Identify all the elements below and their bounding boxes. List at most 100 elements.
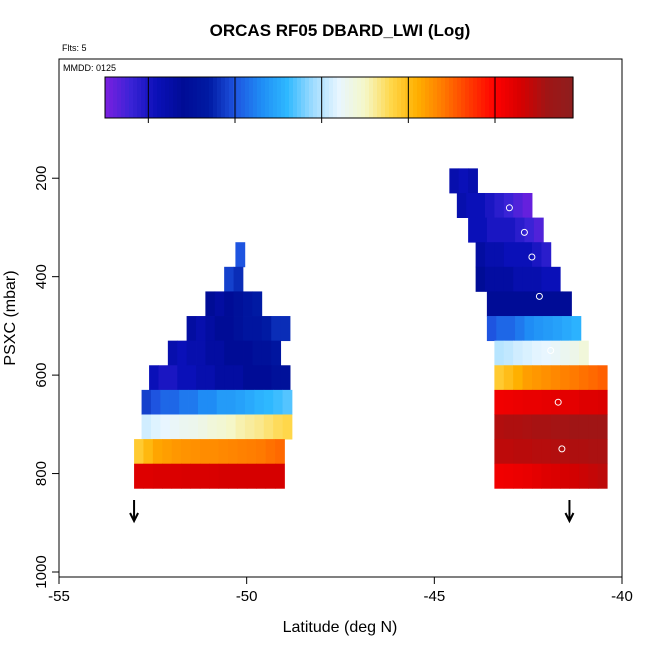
data-cell bbox=[242, 291, 253, 317]
data-cell bbox=[205, 316, 216, 342]
data-cell bbox=[505, 316, 516, 342]
data-cell bbox=[569, 439, 580, 465]
data-cell bbox=[265, 463, 276, 489]
marker-circle bbox=[547, 347, 555, 354]
colorbar-swatch bbox=[413, 77, 418, 118]
colorbar-swatch bbox=[537, 77, 542, 118]
data-cell bbox=[186, 365, 197, 391]
colorbar-swatch bbox=[429, 77, 434, 118]
data-cell bbox=[216, 389, 227, 415]
data-cell bbox=[513, 463, 523, 489]
colorbar-swatch bbox=[425, 77, 430, 118]
data-cell bbox=[256, 439, 267, 465]
data-cell bbox=[199, 439, 210, 465]
data-cell bbox=[496, 217, 507, 243]
data-cell bbox=[205, 340, 216, 366]
colorbar-swatch bbox=[441, 77, 446, 118]
colorbar-swatch bbox=[293, 77, 298, 118]
data-cell bbox=[578, 365, 589, 391]
y-tick-label: 600 bbox=[33, 363, 50, 388]
data-cell bbox=[261, 316, 272, 342]
data-cell bbox=[158, 365, 169, 391]
data-cell bbox=[177, 365, 188, 391]
colorbar-swatch bbox=[445, 77, 450, 118]
colorbar-swatch bbox=[269, 77, 274, 118]
colorbar-swatch bbox=[225, 77, 230, 118]
data-cell bbox=[578, 414, 589, 440]
data-cell bbox=[207, 414, 218, 440]
data-cell bbox=[541, 242, 552, 268]
data-cell bbox=[543, 291, 554, 317]
colorbar-swatch bbox=[181, 77, 186, 118]
colorbar-swatch bbox=[437, 77, 442, 118]
data-cell bbox=[228, 463, 238, 489]
data-cell bbox=[503, 242, 514, 268]
data-cell bbox=[224, 316, 235, 342]
data-cell bbox=[167, 340, 178, 366]
data-cell bbox=[550, 266, 561, 292]
colorbar-swatch bbox=[149, 77, 154, 118]
data-cell bbox=[150, 389, 161, 415]
data-cell bbox=[177, 340, 188, 366]
colorbar-swatch bbox=[489, 77, 494, 118]
colorbar-swatch bbox=[389, 77, 394, 118]
data-cell bbox=[597, 389, 608, 415]
colorbar-swatch bbox=[345, 77, 350, 118]
data-cell bbox=[569, 414, 580, 440]
data-cell bbox=[134, 439, 144, 465]
colorbar-swatch bbox=[173, 77, 178, 118]
colorbar-swatch bbox=[217, 77, 222, 118]
marker-circle bbox=[535, 292, 543, 300]
colorbar-swatch bbox=[193, 77, 198, 118]
data-cell bbox=[143, 463, 154, 489]
data-cell bbox=[280, 316, 291, 342]
colorbar-swatch bbox=[541, 77, 546, 118]
colorbar-swatch bbox=[461, 77, 466, 118]
data-cell bbox=[532, 266, 542, 292]
y-tick-label: 200 bbox=[33, 166, 50, 191]
flts-label: Flts: 5 bbox=[62, 43, 87, 53]
data-cell bbox=[571, 316, 582, 342]
colorbar-swatch bbox=[561, 77, 566, 118]
data-cell bbox=[218, 463, 229, 489]
data-cell bbox=[541, 414, 552, 440]
marker-circle bbox=[520, 228, 528, 236]
data-cell bbox=[224, 291, 234, 317]
data-cell bbox=[188, 414, 199, 440]
marker-circle bbox=[554, 398, 562, 406]
data-cell bbox=[199, 463, 210, 489]
colorbar-swatch bbox=[133, 77, 138, 118]
data-cell bbox=[233, 316, 244, 342]
data-cell bbox=[588, 365, 599, 391]
data-cell bbox=[513, 266, 524, 292]
data-cell bbox=[228, 439, 238, 465]
data-cell bbox=[531, 389, 542, 415]
data-cell bbox=[218, 439, 229, 465]
colorbar-swatch bbox=[529, 77, 534, 118]
colorbar-swatch bbox=[317, 77, 322, 118]
colorbar-swatch bbox=[197, 77, 202, 118]
colorbar-swatch bbox=[141, 77, 146, 118]
data-cells bbox=[134, 168, 608, 489]
x-tick-label: -50 bbox=[236, 588, 258, 605]
colorbar-swatch bbox=[329, 77, 334, 118]
data-cell bbox=[263, 389, 274, 415]
colorbar-swatch bbox=[373, 77, 378, 118]
data-cell bbox=[235, 389, 246, 415]
data-cell bbox=[494, 439, 505, 465]
data-cell bbox=[265, 439, 276, 465]
colorbar-swatch bbox=[221, 77, 226, 118]
data-cell bbox=[214, 291, 225, 317]
data-cell bbox=[560, 389, 570, 415]
data-cell bbox=[550, 414, 561, 440]
data-cell bbox=[252, 316, 263, 342]
colorbar-swatch bbox=[209, 77, 214, 118]
colorbar-swatch bbox=[313, 77, 318, 118]
colorbar-swatch bbox=[381, 77, 386, 118]
data-cell bbox=[233, 340, 244, 366]
data-cell bbox=[475, 266, 486, 292]
colorbar-swatch bbox=[309, 77, 314, 118]
colorbar-swatch bbox=[421, 77, 426, 118]
arrow-head bbox=[129, 512, 139, 524]
y-tick-label: 400 bbox=[33, 264, 50, 289]
